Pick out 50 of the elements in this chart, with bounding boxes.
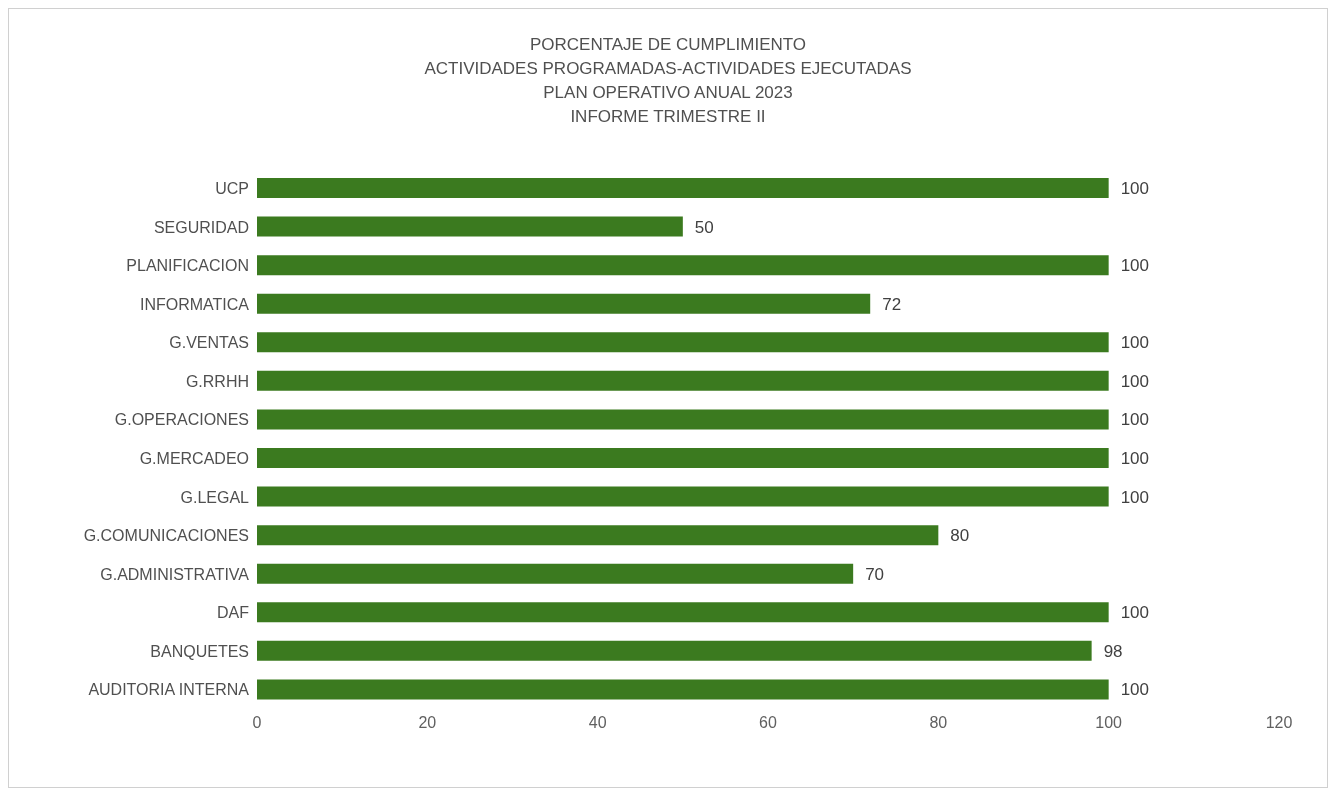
y-tick-label: G.LEGAL bbox=[180, 488, 250, 506]
data-label: 100 bbox=[1120, 179, 1150, 199]
y-tick-label: G.RRHH bbox=[185, 372, 249, 390]
y-tick-label: DAF bbox=[217, 604, 250, 622]
x-tick-label: 20 bbox=[418, 714, 437, 732]
x-tick-label: 40 bbox=[588, 714, 607, 732]
data-label: 98 bbox=[1103, 641, 1123, 661]
y-tick-label: G.ADMINISTRATIVA bbox=[100, 565, 250, 583]
y-tick-label: BANQUETES bbox=[150, 642, 249, 660]
chart-title: PORCENTAJE DE CUMPLIMIENTO ACTIVIDADES PROGRAMADAS-ACTIVIDADES EJECUTADAS PLAN OPERATIVO ANUAL 2023 INFORME TRIMESTRE II bbox=[423, 34, 913, 128]
data-label: 100 bbox=[1120, 680, 1150, 700]
bar bbox=[257, 602, 1109, 623]
bar bbox=[257, 409, 1109, 430]
y-tick-label: INFORMATICA bbox=[139, 295, 250, 313]
y-tick-label: AUDITORIA INTERNA bbox=[88, 681, 250, 699]
x-tick-label: 80 bbox=[929, 714, 948, 732]
y-tick-label: SEGURIDAD bbox=[153, 218, 249, 236]
bar bbox=[257, 679, 1109, 700]
data-label: 100 bbox=[1120, 603, 1150, 623]
data-label: 100 bbox=[1120, 487, 1150, 507]
bar bbox=[257, 332, 1109, 353]
y-tick-label: G.OPERACIONES bbox=[114, 411, 249, 429]
bar bbox=[257, 370, 1109, 391]
x-tick-label: 0 bbox=[252, 714, 262, 732]
bar bbox=[257, 486, 1109, 507]
bar bbox=[257, 293, 871, 314]
data-label: 100 bbox=[1120, 410, 1150, 430]
y-tick-label: UCP bbox=[215, 179, 249, 197]
bar bbox=[257, 255, 1109, 276]
data-label: 100 bbox=[1120, 449, 1150, 469]
y-tick-label: G.COMUNICACIONES bbox=[83, 527, 249, 545]
bar bbox=[257, 640, 1092, 661]
data-label: 50 bbox=[694, 217, 714, 237]
y-tick-label: G.VENTAS bbox=[169, 334, 249, 352]
x-tick-label: 60 bbox=[759, 714, 777, 732]
bar bbox=[257, 525, 939, 546]
bar bbox=[257, 448, 1109, 468]
data-label: 100 bbox=[1120, 371, 1150, 391]
data-label: 100 bbox=[1120, 256, 1150, 276]
y-tick-label: PLANIFICACION bbox=[126, 257, 249, 275]
data-label: 100 bbox=[1120, 333, 1150, 353]
x-tick-label: 100 bbox=[1095, 714, 1123, 732]
data-label: 70 bbox=[865, 564, 885, 584]
bar bbox=[257, 216, 683, 237]
data-label: 72 bbox=[882, 294, 902, 314]
data-label: 80 bbox=[950, 526, 970, 546]
bar bbox=[257, 563, 854, 584]
y-tick-label: G.MERCADEO bbox=[139, 449, 249, 467]
bar bbox=[257, 178, 1109, 198]
x-tick-label: 120 bbox=[1265, 714, 1293, 732]
